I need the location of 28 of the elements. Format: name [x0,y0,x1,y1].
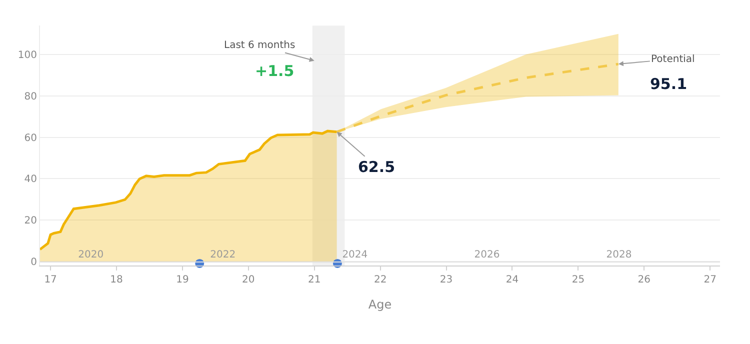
x-tick-label: 26 [638,274,651,286]
x2-tick-label: 2024 [342,249,368,260]
x-tick-label: 19 [176,274,189,286]
x-tick-label: 21 [308,274,321,286]
x-tick-label: 20 [242,274,255,286]
y-tick-label: 0 [30,256,37,268]
y-tick-label: 80 [24,91,37,102]
x-tick-label: 24 [506,274,519,286]
x-tick-label: 23 [440,274,453,286]
y-tick-label: 40 [24,174,37,186]
x-tick-label: 22 [374,274,387,286]
x-tick-label: 18 [110,274,123,286]
x2-tick-label: 2022 [210,249,236,260]
annotation: 95.1 [650,75,688,93]
annotation: +1.5 [255,62,294,80]
x-tick-label: 17 [44,274,57,286]
x-tick-label: 25 [572,274,585,286]
x2-tick-label: 2020 [78,249,104,260]
x2-tick-label: 2026 [474,249,500,260]
x-tick-label: 27 [704,274,716,286]
y-tick-label: 20 [24,216,37,227]
y-tick-label: 60 [24,132,37,144]
x-axis-title: Age [368,297,392,312]
x2-tick-label: 2028 [606,249,632,260]
annotation: Potential [651,54,695,65]
y-tick-label: 100 [18,50,37,62]
annotation: 62.5 [358,158,396,176]
annotation: Last 6 months [224,40,296,51]
